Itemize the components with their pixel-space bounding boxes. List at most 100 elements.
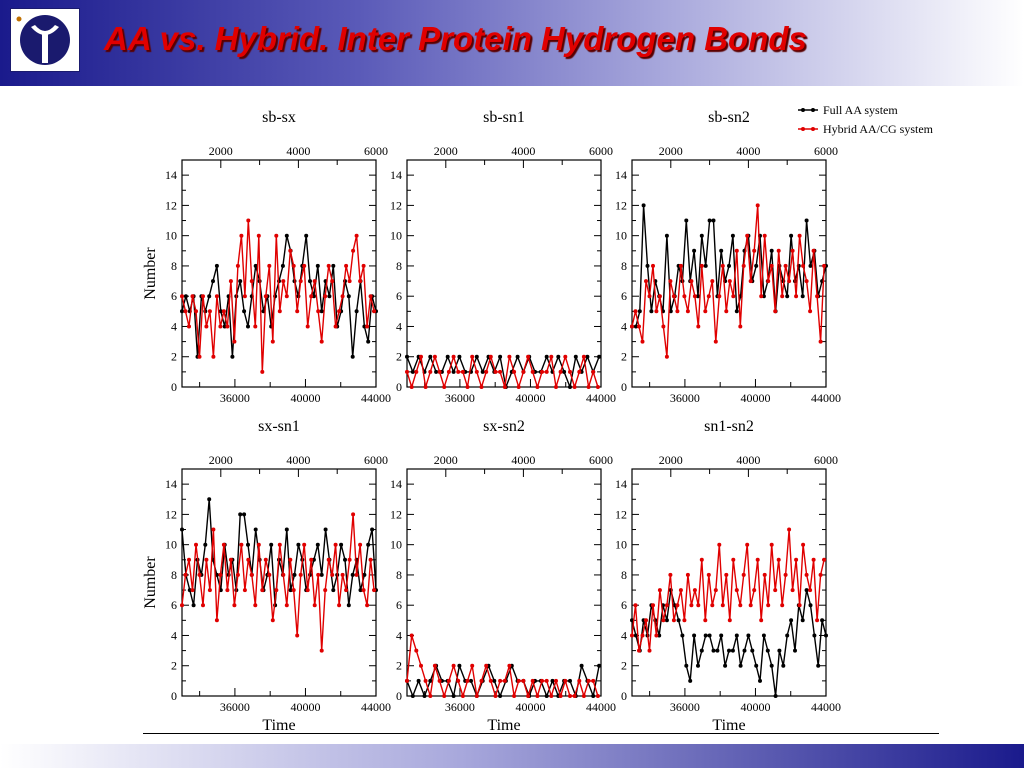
data-point-full-aa (738, 663, 743, 668)
data-point-hybrid (197, 354, 202, 359)
data-point-hybrid (201, 603, 205, 608)
legend-swatch-marker (801, 108, 805, 112)
data-point-hybrid (284, 294, 289, 299)
x-axis-label: Time (712, 717, 745, 734)
data-point-hybrid (323, 588, 328, 593)
data-point-full-aa (808, 263, 813, 268)
data-point-hybrid (218, 572, 223, 577)
data-point-hybrid (540, 678, 544, 683)
data-point-hybrid (759, 618, 764, 623)
data-point-hybrid (274, 233, 279, 238)
y-tick-label: 0 (396, 689, 402, 703)
plot-frame (631, 468, 827, 697)
data-point-full-aa (469, 678, 473, 683)
data-point-full-aa (230, 354, 235, 359)
data-point-hybrid (277, 309, 282, 314)
data-point-hybrid (822, 263, 827, 268)
y-tick-label: 0 (621, 380, 627, 394)
data-point-hybrid (337, 603, 342, 608)
data-point-hybrid (727, 618, 732, 623)
data-point-hybrid (512, 369, 517, 374)
data-point-hybrid (577, 369, 582, 374)
data-point-hybrid (549, 354, 554, 359)
data-point-full-aa (253, 527, 258, 532)
series-line-hybrid (631, 528, 825, 652)
data-point-full-aa (703, 633, 708, 638)
data-point-hybrid (409, 385, 414, 389)
x-bottom-tick-label: 40000 (290, 391, 320, 405)
data-point-full-aa (280, 263, 285, 268)
data-point-hybrid (692, 294, 697, 299)
data-point-full-aa (544, 354, 549, 359)
data-point-hybrid (493, 694, 498, 698)
series-line-hybrid (406, 634, 599, 697)
x-bottom-tick-label: 40000 (740, 700, 770, 714)
x-bottom-tick-label: 36000 (445, 700, 475, 714)
plot-frame (406, 159, 602, 388)
data-point-hybrid (766, 603, 771, 608)
data-point-hybrid (372, 309, 377, 314)
data-point-full-aa (785, 633, 790, 638)
x-bottom-tick-label: 40000 (290, 700, 320, 714)
data-point-hybrid (717, 294, 722, 299)
data-point-hybrid (295, 633, 300, 638)
data-point-hybrid (295, 309, 300, 314)
data-point-hybrid (762, 572, 767, 577)
data-point-full-aa (323, 527, 328, 532)
data-point-full-aa (707, 633, 712, 638)
x-top-tick-label: 6000 (364, 453, 388, 467)
y-tick-label: 0 (621, 689, 627, 703)
data-point-hybrid (664, 603, 669, 608)
data-point-hybrid (808, 588, 813, 593)
data-point-hybrid (437, 369, 442, 374)
x-top-tick-label: 2000 (659, 144, 683, 158)
data-point-full-aa (183, 294, 188, 299)
data-point-full-aa (684, 663, 689, 668)
y-tick-label: 10 (165, 538, 177, 552)
data-point-hybrid (794, 557, 799, 562)
data-point-hybrid (657, 588, 662, 593)
data-point-full-aa (218, 309, 223, 314)
data-point-full-aa (696, 294, 700, 299)
data-point-full-aa (319, 309, 324, 314)
data-point-hybrid (752, 248, 757, 253)
data-point-hybrid (316, 572, 321, 577)
legend-entry: Hybrid AA/CG system (823, 122, 934, 136)
data-point-hybrid (572, 694, 577, 698)
data-point-hybrid (535, 694, 540, 698)
data-point-hybrid (470, 354, 475, 359)
y-tick-label: 8 (396, 568, 402, 582)
data-point-hybrid (720, 603, 725, 608)
y-tick-label: 12 (615, 198, 627, 212)
data-point-hybrid (460, 369, 465, 374)
data-point-full-aa (645, 263, 650, 268)
data-point-full-aa (692, 633, 697, 638)
x-top-tick-label: 4000 (736, 144, 760, 158)
data-point-hybrid (790, 248, 795, 253)
y-tick-label: 6 (396, 598, 402, 612)
data-point-full-aa (308, 279, 312, 284)
data-point-hybrid (689, 603, 694, 608)
x-top-tick-label: 2000 (209, 144, 233, 158)
data-point-hybrid (678, 588, 683, 593)
x-top-tick-label: 4000 (286, 453, 310, 467)
data-point-hybrid (818, 572, 823, 577)
data-point-hybrid (405, 369, 409, 374)
data-point-hybrid (811, 248, 816, 253)
data-point-hybrid (326, 557, 331, 562)
data-point-full-aa (354, 309, 359, 314)
data-point-hybrid (591, 678, 596, 683)
data-point-hybrid (474, 694, 479, 698)
y-tick-label: 0 (171, 689, 177, 703)
data-point-hybrid (340, 572, 345, 577)
data-point-hybrid (361, 263, 366, 268)
x-top-tick-label: 6000 (589, 144, 613, 158)
data-point-full-aa (515, 354, 520, 359)
data-point-hybrid (344, 263, 349, 268)
data-point-hybrid (731, 557, 736, 562)
data-point-hybrid (530, 678, 535, 683)
data-point-full-aa (410, 369, 415, 374)
data-point-full-aa (203, 542, 208, 547)
data-point-hybrid (794, 294, 799, 299)
data-point-full-aa (416, 678, 421, 683)
